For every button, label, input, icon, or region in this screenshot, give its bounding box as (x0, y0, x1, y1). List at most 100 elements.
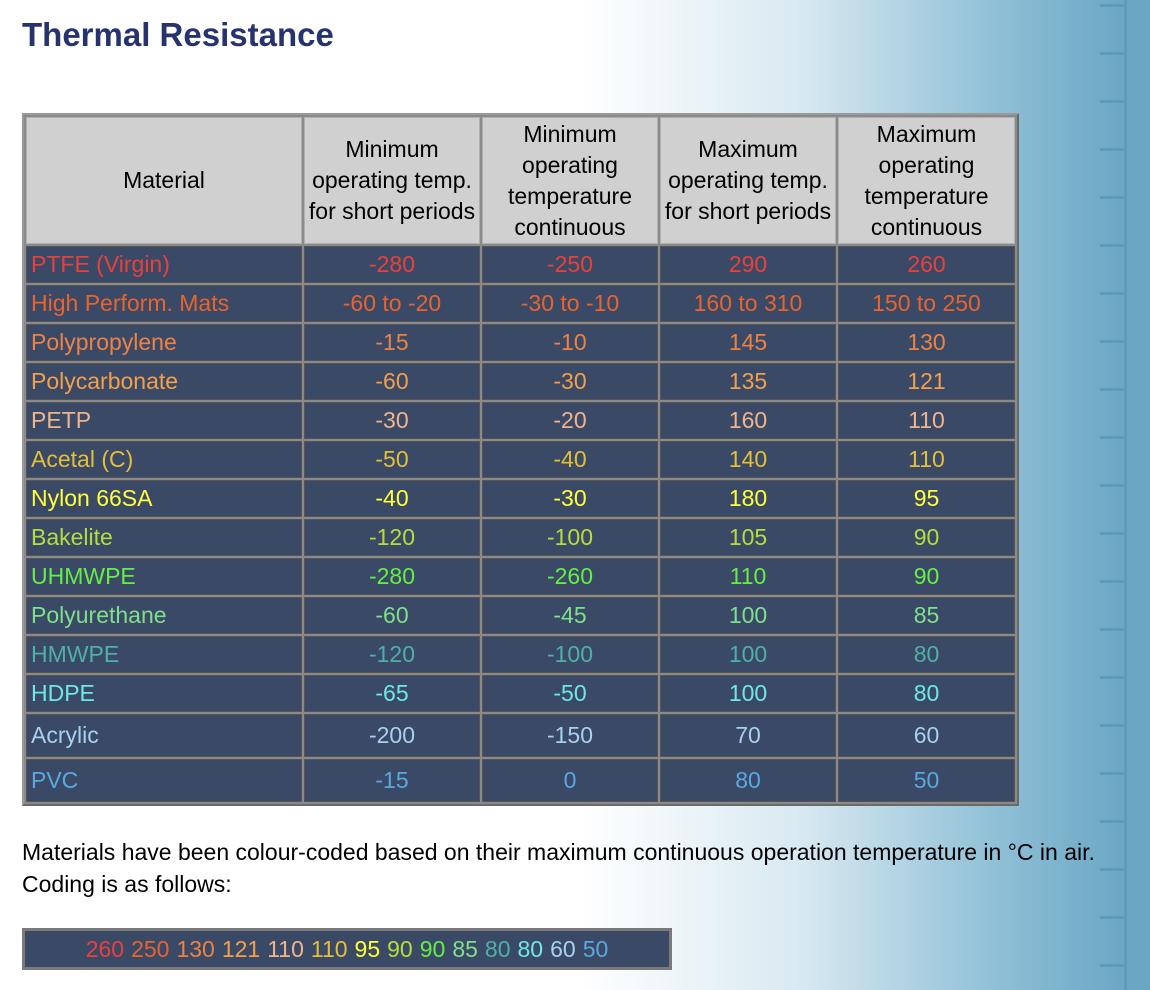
cell-min-short: -120 (304, 636, 480, 673)
legend-value: 110 (267, 935, 304, 962)
table-row: Bakelite -120 -100 105 90 (26, 519, 1015, 556)
ruler-tick (1100, 820, 1125, 823)
cell-material: HMWPE (26, 636, 302, 673)
cell-min-cont: -30 (482, 480, 658, 517)
cell-material: Nylon 66SA (26, 480, 302, 517)
ruler-tick (1100, 532, 1125, 535)
ruler-tick (1100, 580, 1125, 583)
cell-material: Polyurethane (26, 597, 302, 634)
ruler-tick (1100, 868, 1125, 871)
cell-material: Polycarbonate (26, 363, 302, 400)
cell-material: UHMWPE (26, 558, 302, 595)
cell-max-short: 100 (660, 636, 836, 673)
legend-value: 260 (85, 935, 125, 962)
ruler-tick (1100, 52, 1125, 55)
cell-min-short: -60 to -20 (304, 285, 480, 322)
ruler-tick (1100, 244, 1125, 247)
ruler-tick (1100, 292, 1125, 295)
cell-material: PTFE (Virgin) (26, 246, 302, 283)
cell-min-cont: -20 (482, 402, 658, 439)
table-row: Acrylic -200 -150 70 60 (26, 714, 1015, 757)
cell-min-cont: 0 (482, 759, 658, 802)
ruler-tick (1100, 916, 1125, 919)
legend-value: 110 (310, 935, 348, 962)
cell-material: Acetal (C) (26, 441, 302, 478)
ruler-tick (1100, 340, 1125, 343)
cell-min-cont: -260 (482, 558, 658, 595)
legend-value: 50 (582, 935, 609, 962)
cell-max-short: 135 (660, 363, 836, 400)
cell-max-short: 140 (660, 441, 836, 478)
ruler-tick (1100, 148, 1125, 151)
cell-max-short: 80 (660, 759, 836, 802)
ruler-tick (1100, 676, 1125, 679)
color-coding-note: Materials have been colour-coded based o… (22, 839, 1095, 897)
ruler-tick (1100, 724, 1125, 727)
cell-max-cont: 121 (838, 363, 1015, 400)
cell-min-short: -65 (304, 675, 480, 712)
cell-max-cont: 150 to 250 (838, 285, 1015, 322)
cell-material: PETP (26, 402, 302, 439)
cell-min-cont: -40 (482, 441, 658, 478)
table-row: UHMWPE -280 -260 110 90 (26, 558, 1015, 595)
cell-material: Acrylic (26, 714, 302, 757)
legend-value: 121 (221, 935, 261, 962)
ruler-tick (1100, 100, 1125, 103)
table-row: Polyurethane -60 -45 100 85 (26, 597, 1015, 634)
legend-value: 85 (452, 935, 478, 962)
table-row: HMWPE -120 -100 100 80 (26, 636, 1015, 673)
table-row: PVC -15 0 80 50 (26, 759, 1015, 802)
header-max-continuous: Maximum operating temperature continuous (838, 117, 1015, 244)
cell-min-short: -280 (304, 558, 480, 595)
cell-min-short: -120 (304, 519, 480, 556)
cell-min-cont: -10 (482, 324, 658, 361)
cell-material: Polypropylene (26, 324, 302, 361)
cell-max-cont: 60 (838, 714, 1015, 757)
cell-max-cont: 260 (838, 246, 1015, 283)
cell-material: Bakelite (26, 519, 302, 556)
cell-max-cont: 80 (838, 675, 1015, 712)
table-row: Polycarbonate -60 -30 135 121 (26, 363, 1015, 400)
cell-max-cont: 130 (838, 324, 1015, 361)
cell-max-cont: 80 (838, 636, 1015, 673)
legend-value: 80 (484, 935, 511, 962)
cell-max-short: 180 (660, 480, 836, 517)
ruler-tick (1100, 628, 1125, 631)
table-row: Polypropylene -15 -10 145 130 (26, 324, 1015, 361)
cell-max-short: 110 (660, 558, 836, 595)
ruler-tick (1100, 484, 1125, 487)
cell-min-cont: -45 (482, 597, 658, 634)
cell-max-short: 100 (660, 675, 836, 712)
header-min-continuous: Minimum operating temperature continuous (482, 117, 658, 244)
color-legend: 260 250 130 121 110 110 95 90 90 85 80 80 60 50 (22, 928, 672, 970)
cell-max-short: 290 (660, 246, 836, 283)
cell-max-cont: 85 (838, 597, 1015, 634)
cell-max-cont: 95 (838, 480, 1015, 517)
table-header-row: Material Minimum operating temp. for sho… (26, 117, 1015, 244)
table-row: HDPE -65 -50 100 80 (26, 675, 1015, 712)
table-row: PETP -30 -20 160 110 (26, 402, 1015, 439)
cell-min-cont: -250 (482, 246, 658, 283)
table-row: High Perform. Mats -60 to -20 -30 to -10 16… (26, 285, 1015, 322)
cell-max-cont: 110 (838, 441, 1015, 478)
ruler-tick (1100, 388, 1125, 391)
cell-max-short: 160 to 310 (660, 285, 836, 322)
cell-min-cont: -30 to -10 (482, 285, 658, 322)
cell-min-short: -60 (304, 597, 480, 634)
legend-value: 95 (354, 935, 381, 962)
ruler-tick (1100, 196, 1125, 199)
legend-value: 90 (387, 935, 413, 962)
cell-max-cont: 110 (838, 402, 1015, 439)
page-title: Thermal Resistance (22, 16, 334, 53)
header-material: Material (26, 117, 302, 244)
cell-max-short: 160 (660, 402, 836, 439)
cell-max-short: 145 (660, 324, 836, 361)
legend-value: 80 (517, 935, 544, 962)
table-row: PTFE (Virgin) -280 -250 290 260 (26, 246, 1015, 283)
cell-max-short: 70 (660, 714, 836, 757)
cell-max-short: 105 (660, 519, 836, 556)
cell-min-short: -280 (304, 246, 480, 283)
cell-min-cont: -150 (482, 714, 658, 757)
cell-max-cont: 90 (838, 519, 1015, 556)
cell-min-short: -40 (304, 480, 480, 517)
